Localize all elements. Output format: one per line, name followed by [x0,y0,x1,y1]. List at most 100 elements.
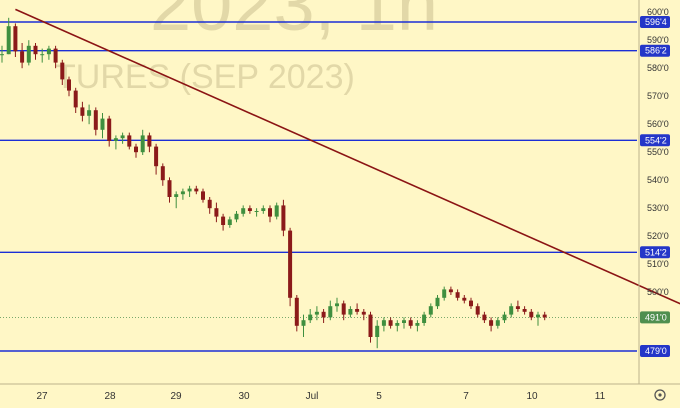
candle-body [247,208,252,211]
candle [194,185,199,195]
gear-icon[interactable] [654,389,666,401]
candle-body [442,289,447,298]
candle-body [408,320,413,326]
horizontal-levels [0,21,637,352]
candle-body [515,306,520,309]
candle [268,205,272,223]
candle-body [402,320,406,323]
level-badge-label: 596'4 [645,17,667,27]
level-badge-label: 479'0 [645,346,667,356]
candle-body [174,194,179,197]
x-tick-label: 29 [170,391,182,402]
candle-body [227,219,232,225]
candle [361,309,366,321]
candle-body [140,135,145,153]
candle [254,208,259,217]
candle-body [180,191,185,195]
candle-body [241,208,246,214]
y-tick-label: 570'0 [647,91,669,101]
candle [375,320,380,349]
candle [127,132,132,150]
y-tick-label: 590'0 [647,35,669,45]
candle-body [361,311,366,315]
candle [60,59,65,85]
candle [40,48,45,63]
candle [214,202,219,223]
candle [462,295,467,304]
candle [314,306,319,321]
candle-body [87,110,92,116]
candle-body [127,135,132,147]
candle [120,132,125,144]
candle-body [482,314,487,321]
candle-body [435,297,440,307]
candle-body [254,211,259,212]
level-badge-bg [640,16,670,28]
candle-body [147,135,152,147]
gear-icon-center [658,393,662,397]
candle-body [495,320,500,326]
level-badge-label: 586'2 [645,46,667,56]
settings-button[interactable] [654,389,666,401]
candle-body [381,320,386,326]
candle [281,199,286,237]
x-tick-label: Jul [306,391,319,402]
candle-body [314,311,319,315]
candle-body [234,213,239,220]
candle [388,317,393,329]
candle [46,45,51,60]
candle-body [194,188,199,192]
candle [154,143,159,175]
y-tick-label: 550'0 [647,147,669,157]
trendline-group [15,8,680,305]
candle [341,300,346,321]
candle [368,311,373,343]
candle-body [475,306,480,315]
level-badge: 514'2 [640,246,670,259]
candle [180,188,185,200]
candle [348,306,353,318]
candle-body [281,205,286,231]
candle-body [368,314,373,337]
candle-body [274,205,279,217]
candle-body [509,306,514,315]
candle [140,129,145,155]
candle [221,213,226,231]
candle [489,317,494,332]
candle [241,205,246,217]
candle-body [207,199,212,209]
candle-body [6,26,11,55]
candle [415,320,420,332]
watermark-line-1: 2023, 1h [150,0,438,46]
candle [187,185,192,197]
candle [482,311,487,323]
x-tick-label: 30 [238,391,250,402]
candle-body [113,138,118,141]
candle-body [261,208,266,211]
candle-body [388,320,393,326]
candle [6,17,11,55]
candle-body [469,300,473,307]
candle-body [341,303,346,315]
time-axis: 27 28 29 30 Jul 5 7 10 11 [0,383,680,402]
candle-body [308,314,313,321]
candle-body [328,306,333,318]
candle [26,40,31,66]
candle [113,135,118,150]
candle [515,300,520,312]
candle-body [502,314,507,321]
candle [167,177,172,203]
price-axis: 600'0 590'0 580'0 570'0 560'0 550'0 540'0 530'0… [638,0,670,384]
candle [522,306,527,315]
candle-body [268,208,272,217]
candle-body [422,314,427,323]
candle [328,300,333,321]
candle-body [67,79,71,91]
candle [147,132,152,153]
candle-body [462,297,467,301]
candle-body [53,48,58,63]
candle [13,23,18,57]
candle-body [489,320,494,326]
candle [509,303,514,318]
